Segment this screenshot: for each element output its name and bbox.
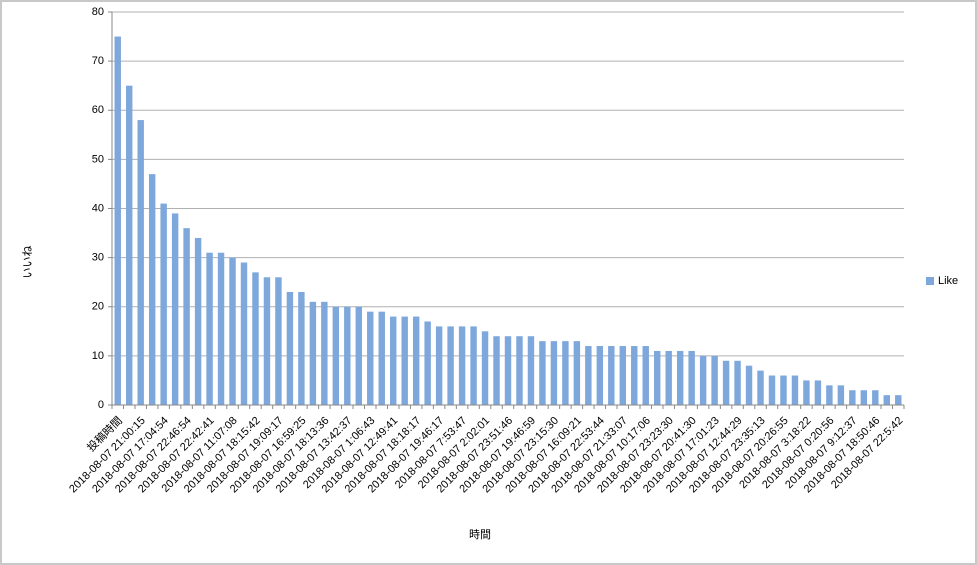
- bar: [458, 326, 466, 405]
- legend-label: Like: [938, 275, 958, 287]
- bar: [883, 395, 890, 405]
- bar: [493, 336, 500, 405]
- y-tick-label: 0: [98, 399, 104, 411]
- bar: [367, 311, 374, 405]
- bar: [768, 375, 776, 405]
- bar: [895, 395, 902, 405]
- bar: [745, 365, 753, 405]
- bar: [412, 316, 420, 405]
- bar: [240, 262, 248, 405]
- bar: [654, 350, 661, 405]
- bar: [321, 301, 328, 405]
- bar: [608, 346, 615, 405]
- bar: [596, 346, 604, 405]
- bar: [550, 341, 558, 405]
- y-tick-label: 20: [92, 301, 104, 313]
- x-axis-title: 時間: [469, 528, 491, 541]
- bar: [585, 346, 592, 405]
- bar: [114, 36, 121, 405]
- y-tick-label: 70: [92, 55, 104, 67]
- bar: [665, 350, 672, 405]
- bar: [826, 385, 833, 405]
- bar: [126, 85, 133, 405]
- legend-swatch: [926, 277, 934, 285]
- bar: [837, 385, 845, 405]
- bar: [573, 341, 581, 405]
- y-tick-label: 10: [92, 350, 104, 362]
- y-tick-label: 50: [92, 153, 104, 165]
- bar: [206, 252, 213, 405]
- y-tick-label: 60: [92, 104, 104, 116]
- bar: [803, 380, 810, 405]
- bar: [780, 375, 787, 405]
- bar: [401, 316, 408, 405]
- y-tick-label: 80: [92, 6, 104, 18]
- bar: [137, 120, 144, 405]
- bar: [734, 360, 741, 405]
- bar: [860, 390, 868, 405]
- bar: [791, 375, 799, 405]
- bar: [194, 237, 202, 405]
- bar: [344, 306, 351, 405]
- bar: [183, 228, 190, 405]
- bar: [229, 257, 236, 405]
- bar: [642, 346, 649, 405]
- y-tick-label: 40: [92, 202, 104, 214]
- bar: [286, 292, 294, 405]
- bar: [263, 277, 271, 405]
- bar: [298, 292, 305, 405]
- bar: [447, 326, 454, 405]
- bar: [378, 311, 385, 405]
- bar: [676, 350, 684, 405]
- bar: [539, 341, 546, 405]
- bar: [217, 252, 225, 405]
- bar: [699, 355, 707, 405]
- bar: [814, 380, 822, 405]
- bar: [309, 301, 317, 405]
- bar: [631, 346, 638, 405]
- bar: [390, 316, 397, 405]
- bar: [160, 203, 167, 405]
- bar: [722, 360, 730, 405]
- bar: [424, 321, 431, 405]
- bar: [711, 355, 718, 405]
- y-axis-title: いいね: [21, 246, 34, 279]
- bar: [619, 346, 626, 405]
- bar: [872, 390, 879, 405]
- bar: [849, 390, 856, 405]
- bar: [252, 272, 259, 405]
- bar: [275, 277, 282, 405]
- bar: [148, 174, 156, 405]
- y-tick-label: 30: [92, 252, 104, 264]
- bar: [435, 326, 443, 405]
- bar: [516, 336, 523, 405]
- bar: [171, 213, 179, 405]
- bar: [562, 341, 569, 405]
- bar: [757, 370, 764, 405]
- bar: [332, 306, 340, 405]
- bar: [504, 336, 512, 405]
- bar: [470, 326, 477, 405]
- bar: [481, 331, 489, 405]
- bar: [527, 336, 535, 405]
- bar: [355, 306, 362, 405]
- bar: [688, 350, 695, 405]
